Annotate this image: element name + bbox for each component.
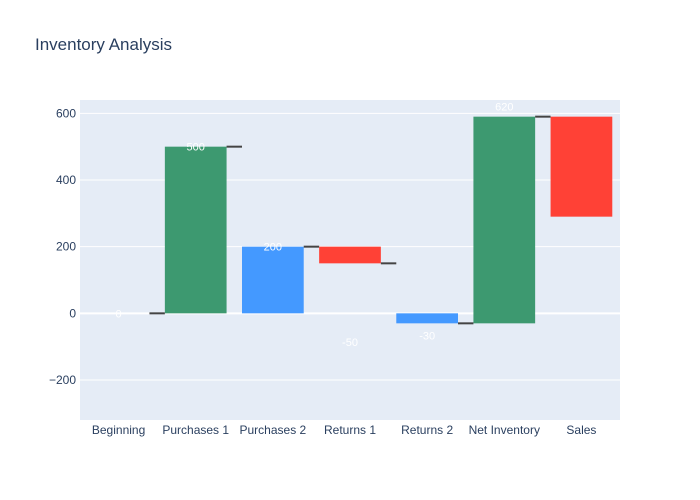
y-tick-label: −200 <box>49 373 76 387</box>
y-tick-label: 200 <box>56 240 76 254</box>
bars-layer <box>164 116 613 324</box>
y-tick-label: 600 <box>56 106 76 120</box>
bar-value-label: -300 <box>570 420 592 432</box>
waterfall-bar <box>396 313 458 324</box>
chart-title: Inventory Analysis <box>35 35 172 54</box>
waterfall-bar <box>550 116 613 217</box>
x-tick-label: Returns 1 <box>324 423 376 437</box>
waterfall-bar <box>319 246 381 264</box>
bar-value-label: 500 <box>187 142 205 154</box>
connectors-layer <box>149 115 551 325</box>
x-tick-label: Returns 2 <box>401 423 453 437</box>
data-labels-layer: 0 500 200 -50 -30 620 -300 <box>116 102 593 433</box>
x-tick-label: Purchases 2 <box>240 423 307 437</box>
bar-value-label: 0 <box>116 308 122 320</box>
bar-value-label: -50 <box>342 337 358 349</box>
x-axis: Beginning Purchases 1 Purchases 2 Returns 1… <box>92 423 597 437</box>
x-tick-label: Sales <box>566 423 596 437</box>
y-axis: −200 0 200 400 600 <box>49 106 76 387</box>
y-tick-label: 0 <box>69 306 76 320</box>
x-tick-label: Net Inventory <box>469 423 540 437</box>
waterfall-bar <box>473 116 536 324</box>
x-tick-label: Beginning <box>92 423 145 437</box>
waterfall-bar <box>242 246 304 314</box>
bar-value-label: -30 <box>419 330 435 342</box>
x-tick-label: Purchases 1 <box>162 423 229 437</box>
y-tick-label: 400 <box>56 173 76 187</box>
bar-value-label: 200 <box>264 242 282 254</box>
waterfall-bar <box>164 146 227 314</box>
bar-value-label: 620 <box>495 102 513 114</box>
